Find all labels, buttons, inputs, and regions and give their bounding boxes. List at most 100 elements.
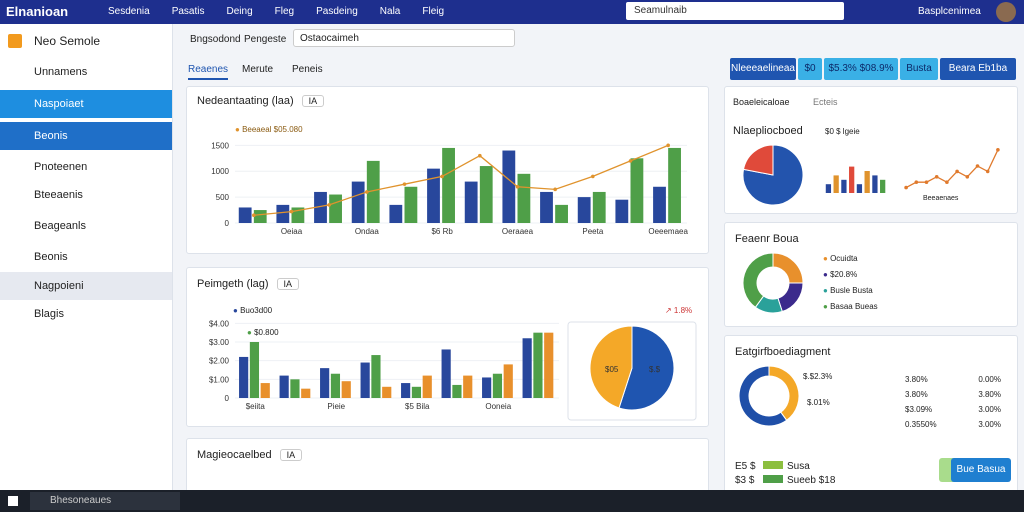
point (252, 213, 256, 218)
action-button[interactable]: Nleeeaelineaa (730, 58, 796, 80)
point (975, 164, 980, 168)
footer-swatch (763, 475, 783, 483)
pie-slice (742, 144, 774, 176)
bar (366, 160, 380, 223)
dropdown[interactable]: IA (279, 449, 303, 461)
pie-slice (589, 325, 633, 409)
bar (276, 204, 290, 223)
card-title: Nedeantaating (laa) IA (197, 95, 325, 107)
legend-label: Buo3d00 (240, 306, 273, 315)
table-cell: 3.00% (978, 405, 1001, 414)
y-tick-label: 500 (216, 193, 230, 202)
panel-tab[interactable]: Ecteis (813, 97, 838, 107)
footer-label: Susa (787, 461, 810, 472)
menu-item[interactable]: Fleig (422, 6, 445, 17)
point (440, 174, 444, 179)
footer-row: $3 $ Sueeb $18 (735, 474, 835, 488)
action-button[interactable]: Beara Eb1ba (940, 58, 1016, 80)
action-button[interactable]: Busta (900, 58, 938, 80)
bar (592, 191, 606, 223)
menu-item[interactable]: Pasdeing (316, 6, 358, 17)
dropdown[interactable]: IA (276, 278, 300, 290)
bar (330, 373, 341, 398)
action-button[interactable]: $0 (798, 58, 822, 80)
sidebar-item[interactable]: Blagis (34, 308, 64, 320)
footer-swatch (763, 461, 783, 469)
menu-item[interactable]: Sesdenia (108, 6, 150, 17)
x-tick-label: Oeeemaea (648, 227, 688, 236)
bar (320, 368, 330, 398)
tab[interactable]: Reaenes (188, 64, 229, 80)
taskbar: Bhesoneaues (0, 490, 1024, 512)
bar (238, 207, 252, 223)
annotation: ↗ 1.8% (665, 306, 693, 315)
table-row: $3.09% 3.00% (905, 402, 1001, 417)
sidebar-item[interactable]: Unnamens (34, 66, 88, 78)
panel-header: Boaeleicaloae (733, 97, 790, 107)
legend-label: Basaa Bueas (830, 302, 878, 311)
sidebar-item[interactable]: Bteeaenis (34, 189, 83, 201)
bar (833, 175, 839, 193)
action-button[interactable]: $5.3% $08.9% (824, 58, 898, 80)
toolbar-button[interactable]: Bngsodond (190, 34, 241, 45)
sidebar-item[interactable]: Beageanls (34, 220, 86, 232)
toolbar-button[interactable]: Pengeste (244, 34, 287, 45)
legend: ● Beeaeal $05.080 (235, 125, 303, 134)
point (996, 148, 1000, 152)
sidebar-item[interactable]: Nagpoieni (0, 272, 172, 300)
sidebar-item[interactable]: Naspoiaet (0, 90, 172, 118)
line (253, 144, 669, 216)
taskbar-search[interactable]: Bhesoneaues (30, 492, 180, 510)
menu-item[interactable]: Fleg (274, 6, 295, 17)
pie-slice (618, 325, 675, 411)
y-tick-label: 0 (225, 219, 230, 228)
footer-label: Sueeb $18 (787, 475, 836, 486)
table-cell: $3.09% (905, 405, 933, 414)
sidebar-item[interactable]: Pnoteenen (34, 161, 88, 173)
avatar[interactable] (996, 2, 1016, 22)
y-tick-label: $2.00 (209, 357, 230, 366)
tab[interactable]: Peneis (292, 64, 323, 75)
chart (742, 252, 804, 314)
menu-item[interactable]: Deing (226, 6, 253, 17)
card: Nedeantaating (laa) IA ● Beeaeal $05.080 … (186, 86, 709, 254)
card-title: Peimgeth (lag) IA (197, 278, 300, 290)
donut-slice (768, 365, 800, 421)
legend-swatch: ● (823, 254, 831, 263)
table-cell: 0.00% (978, 375, 1001, 384)
menu: Sesdenia Pasatis Deing Fleg Pasdeing Nala Flei… (108, 6, 466, 17)
tab[interactable]: Merute (242, 64, 274, 75)
bar (856, 184, 863, 193)
button[interactable]: Bue Basua (951, 458, 1011, 482)
x-tick-label: Oeraaea (502, 227, 534, 236)
menu-item[interactable]: Nala (379, 6, 401, 17)
footnote: Beeaenaes (923, 195, 959, 202)
search-box[interactable]: Seamulnaib (626, 2, 844, 20)
chart (742, 144, 1000, 206)
bar (351, 181, 365, 223)
bar (825, 184, 832, 193)
point (478, 153, 482, 158)
bar (615, 199, 629, 223)
point (945, 180, 949, 184)
chart (738, 365, 800, 427)
sidebar-item[interactable]: Beonis (34, 251, 68, 263)
panel-title: Nlaepliocboed (733, 125, 803, 137)
chart: 0 $1.00 $2.00 $3.00 $4.00 $eiita Pieie $5 Bila O… (209, 319, 697, 421)
card: Peimgeth (lag) IA ● Buo3d00 ● $0.800 ↗ 1.… (186, 267, 709, 427)
y-tick-label: $3.00 (209, 338, 230, 347)
bar (249, 342, 260, 398)
donut-slice (772, 252, 804, 284)
dropdown[interactable]: IA (301, 95, 325, 107)
point (289, 209, 294, 214)
legend-label: $20.8% (830, 270, 858, 279)
sidebar-item[interactable]: Beonis (0, 122, 172, 150)
point (904, 185, 908, 190)
table-cell: 3.00% (978, 420, 1001, 429)
x-tick-label: Pieie (327, 402, 345, 411)
bar (382, 386, 392, 398)
toolbar-search[interactable]: Ostaocaimeh (293, 29, 515, 47)
start-button[interactable] (8, 496, 18, 506)
point (924, 180, 929, 184)
menu-item[interactable]: Pasatis (171, 6, 205, 17)
